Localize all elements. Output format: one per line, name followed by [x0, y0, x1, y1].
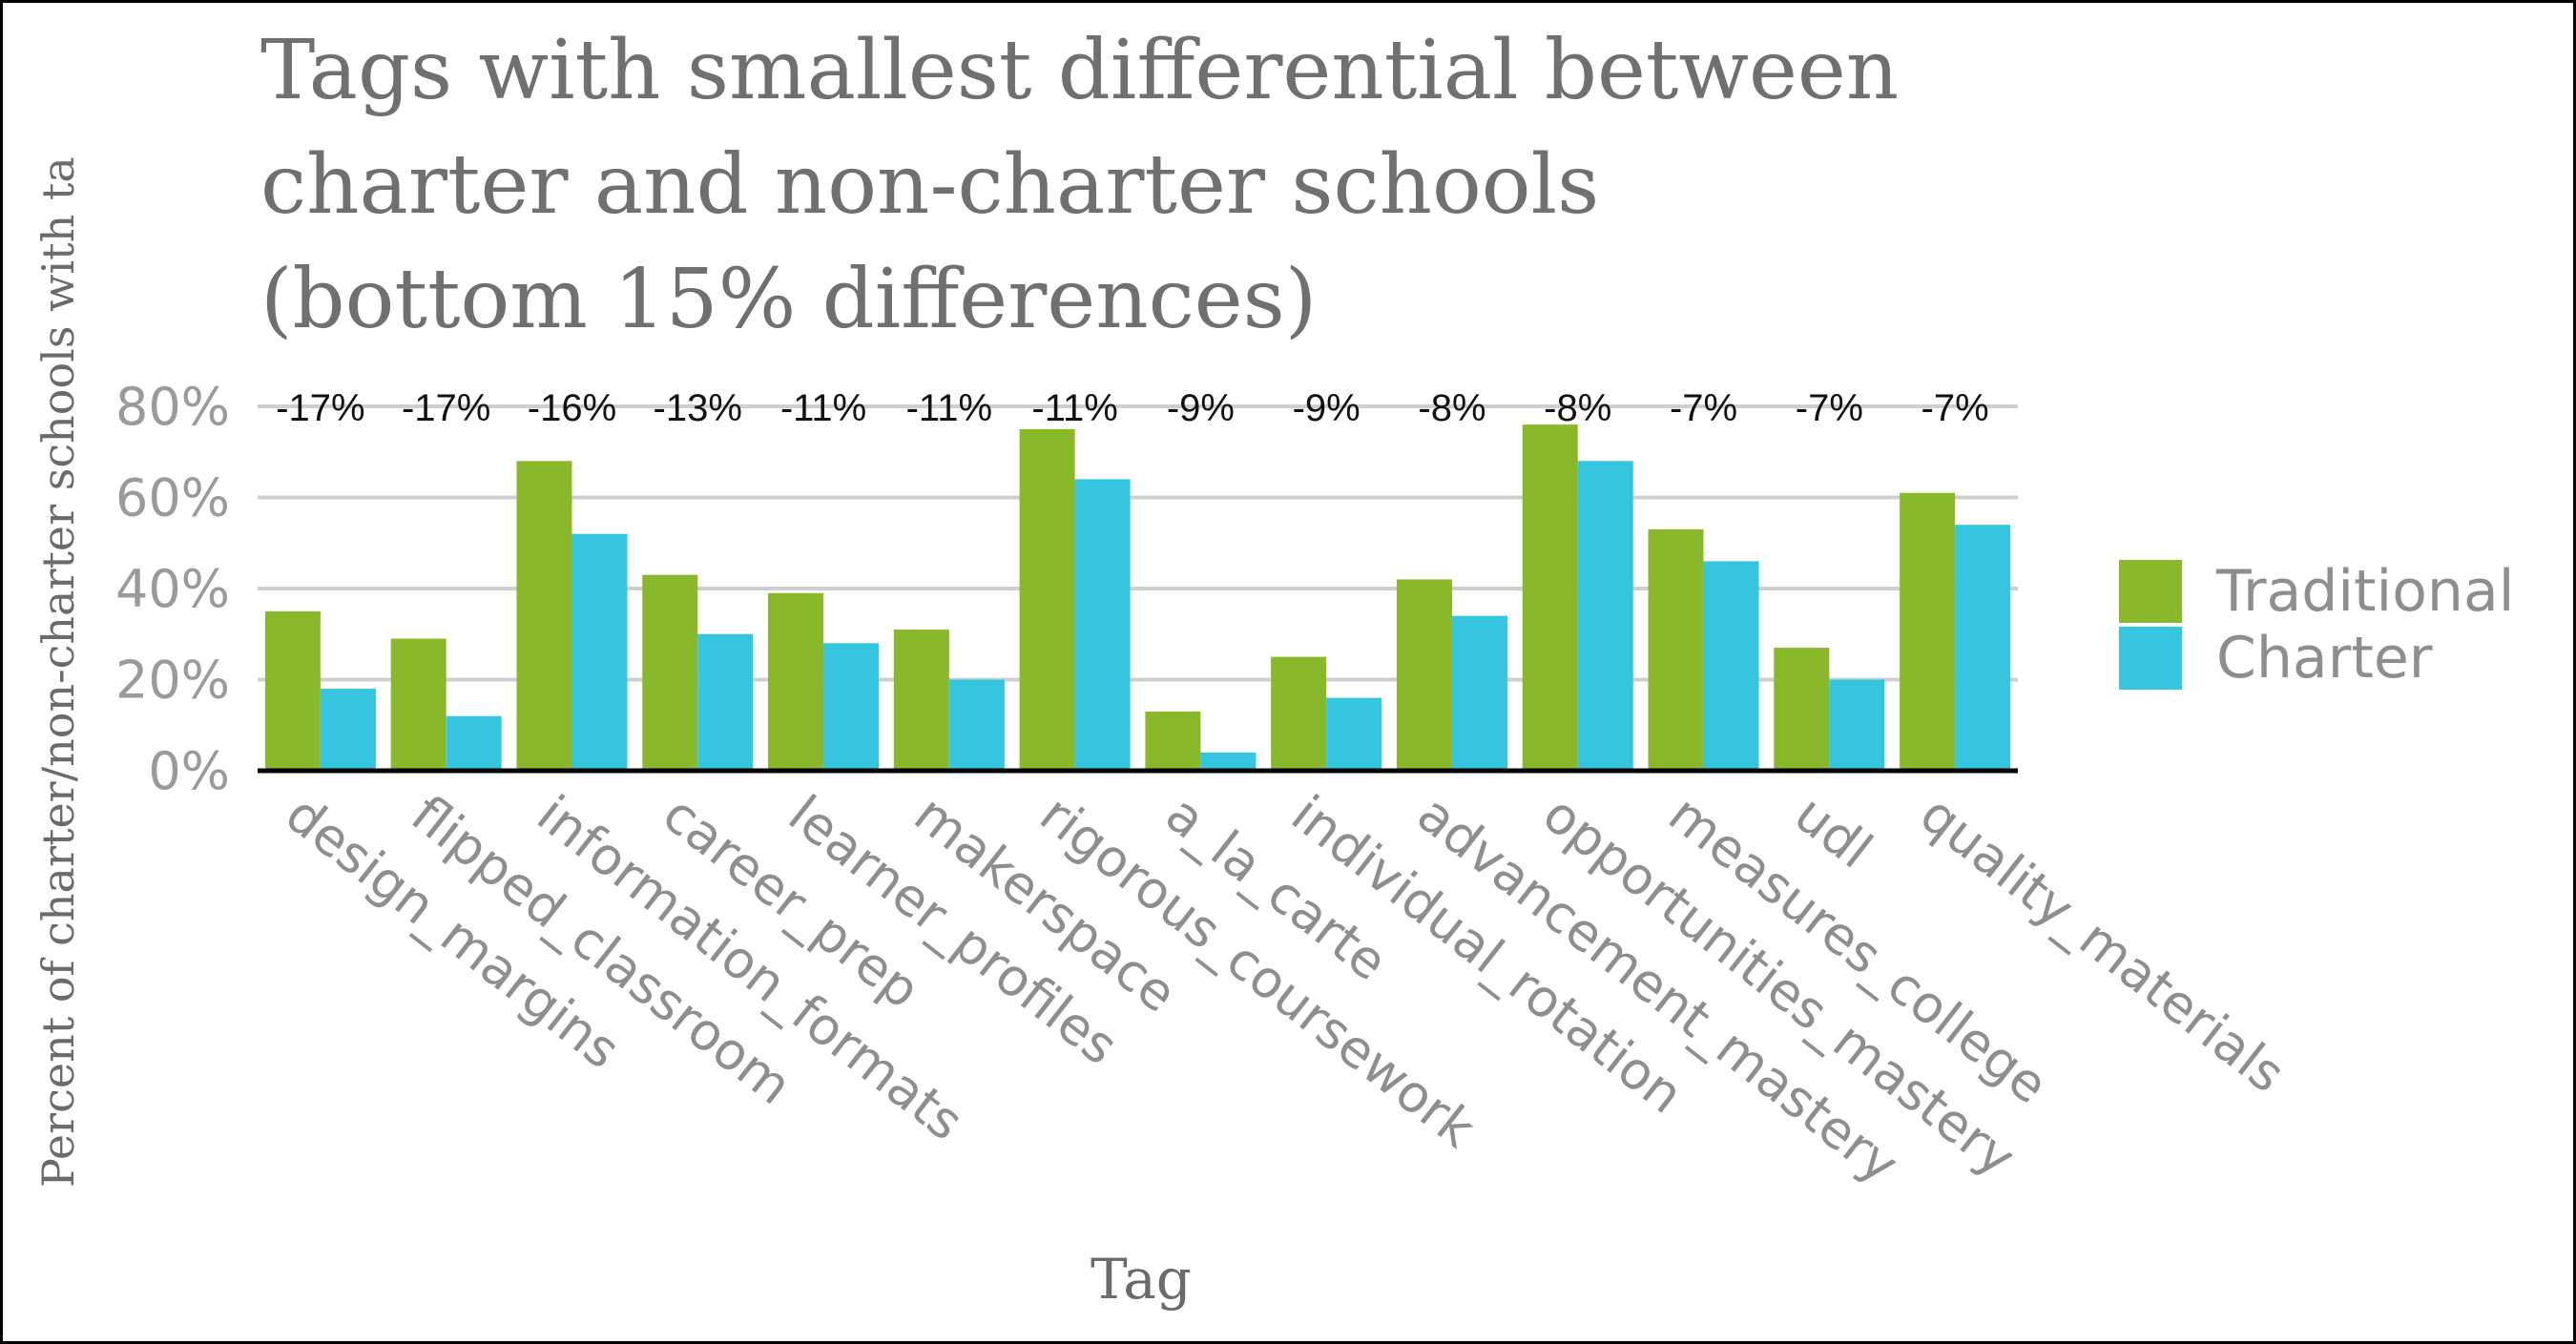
legend-label-charter: Charter [2216, 625, 2433, 692]
bar-charter [1326, 697, 1382, 771]
difference-label: -7% [1670, 387, 1737, 429]
difference-label: -9% [1167, 387, 1235, 429]
bar-traditional [264, 610, 321, 771]
bars [264, 424, 2011, 771]
difference-label: -11% [780, 387, 866, 429]
x-tick-labels: design_marginsflipped_classroominformati… [275, 784, 2296, 1195]
bar-charter [1829, 679, 1885, 771]
difference-label: -11% [906, 387, 992, 429]
difference-label: -17% [402, 387, 490, 429]
bar-charter [446, 715, 502, 771]
bar-traditional [1396, 579, 1452, 771]
bar-charter [697, 633, 754, 771]
bar-chart: Tags with smallest differential between … [32, 23, 2514, 1312]
difference-label: -8% [1544, 387, 1611, 429]
y-tick-labels: 0% 20% 40% 60% 80% [115, 377, 230, 801]
legend-label-traditional: Traditional [2215, 558, 2514, 625]
bar-charter [1955, 525, 2011, 771]
y-tick-label: 40% [115, 559, 230, 619]
bar-charter [948, 679, 1005, 771]
bar-traditional [1522, 424, 1578, 771]
bar-charter [571, 533, 628, 771]
x-axis-label: Tag [1091, 1247, 1192, 1312]
difference-label: -8% [1418, 387, 1485, 429]
difference-label: -17% [276, 387, 364, 429]
y-tick-label: 20% [115, 651, 230, 711]
bar-traditional [1271, 656, 1327, 771]
bar-traditional [1774, 648, 1830, 771]
bar-traditional [390, 638, 447, 771]
y-tick-label: 0% [148, 741, 230, 801]
difference-label: -7% [1922, 387, 1989, 429]
bar-traditional [1145, 711, 1201, 771]
chart-title-line-2: charter and non-charter schools [260, 137, 1599, 233]
bar-charter [1451, 615, 1507, 771]
chart-title-line-1: Tags with smallest differential between [260, 23, 1899, 118]
legend-swatch-charter [2119, 627, 2182, 690]
bar-traditional [893, 629, 949, 771]
chart-title: Tags with smallest differential between … [260, 23, 1899, 347]
y-tick-label: 80% [115, 377, 230, 437]
bar-charter [823, 643, 880, 771]
bar-charter [1074, 479, 1131, 771]
difference-label: -9% [1293, 387, 1361, 429]
bar-charter [1200, 752, 1257, 771]
y-tick-label: 60% [115, 468, 230, 528]
difference-label: -7% [1796, 387, 1863, 429]
bar-charter [1577, 461, 1633, 771]
bar-traditional [1648, 528, 1704, 771]
bar-traditional [1019, 428, 1075, 771]
bar-traditional [516, 461, 572, 771]
difference-labels: -17% -17% -16% -13% -11% -11% -11% -9% -9% -8% -8%… [276, 387, 1988, 429]
legend-swatch-traditional [2119, 560, 2182, 623]
bar-traditional [1900, 492, 1956, 771]
y-axis-label: Percent of charter/non-charter schools w… [32, 156, 84, 1188]
difference-label: -16% [528, 387, 616, 429]
bar-traditional [768, 592, 824, 771]
bar-traditional [642, 574, 698, 771]
difference-label: -13% [654, 387, 742, 429]
difference-label: -11% [1031, 387, 1117, 429]
chart-title-line-3: (bottom 15% differences) [260, 252, 1317, 347]
bar-charter [320, 689, 376, 771]
bar-charter [1703, 561, 1759, 771]
